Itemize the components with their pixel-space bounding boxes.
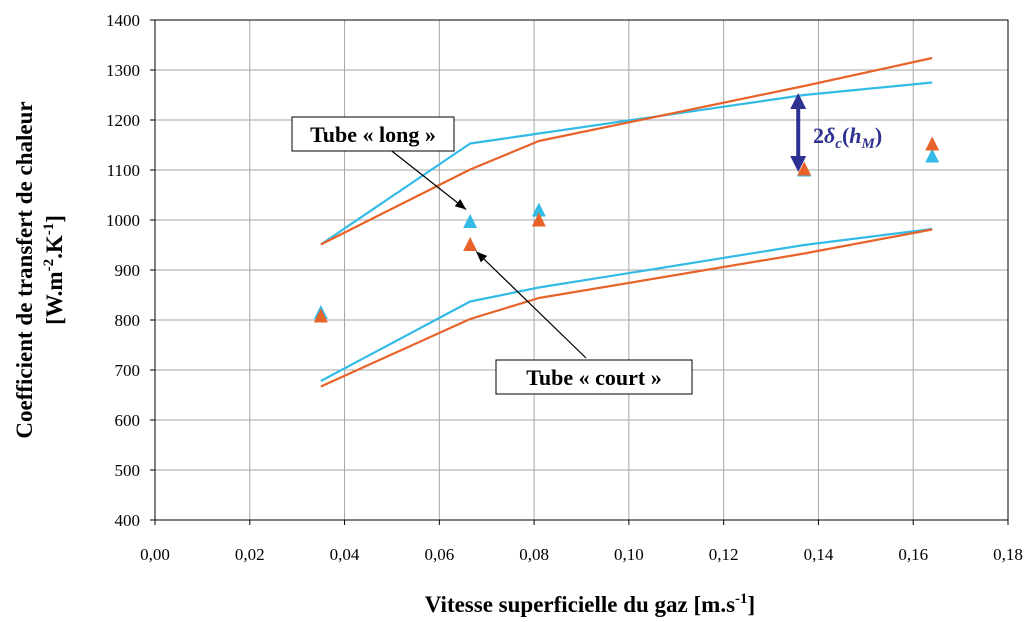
x-tick-label: 0,06 (424, 545, 454, 564)
marker-triangle-orange (531, 212, 546, 227)
marker-triangle-orange (797, 161, 812, 176)
x-axis-title-main: Vitesse superficielle du gaz [m.s (425, 592, 735, 617)
x-tick-label: 0,12 (709, 545, 739, 564)
series-line-blue-2 (320, 227, 933, 382)
annotations: Tube « long » Tube « court » 2δc(hM) (291, 93, 882, 395)
y-tick-label: 1400 (106, 11, 140, 30)
x-tick-label: 0,02 (235, 545, 265, 564)
y-tick-label: 1100 (107, 161, 140, 180)
callout-label-court: Tube « court » (526, 365, 661, 390)
y-tick-label: 500 (115, 461, 141, 480)
marker-triangle-orange (925, 136, 940, 151)
y-tick-label: 600 (115, 411, 141, 430)
y-axis-title-line2: [W.m-2.K-1] (41, 215, 67, 325)
double-arrow (790, 93, 807, 172)
arrowhead-long (454, 199, 467, 210)
marker-triangle-blue (463, 214, 478, 228)
series-group (313, 56, 940, 388)
double-arrow-head-top (790, 93, 807, 109)
callout-box-long (291, 116, 455, 152)
marker-triangle-blue (925, 148, 940, 163)
arrowhead-court (476, 251, 488, 263)
x-tick-label: 0,10 (614, 545, 644, 564)
y-axis-title-part-c: ] (42, 215, 67, 223)
callout-arrow-court (475, 251, 587, 359)
x-tick-label: 0,14 (804, 545, 834, 564)
y-tick-label: 1200 (106, 111, 140, 130)
delta-label: 2δc(hM) (813, 123, 882, 152)
delta-prefix: 2 (813, 123, 824, 148)
delta-sub-m: M (861, 136, 876, 152)
delta-open-paren: ( (842, 123, 849, 148)
x-tick-label: 0,18 (993, 545, 1023, 564)
y-tick-label: 700 (115, 361, 141, 380)
delta-close-paren: ) (875, 123, 882, 148)
y-tick-label: 400 (115, 511, 141, 530)
y-tick-label: 800 (115, 311, 141, 330)
y-axis-title-part-b: .K (42, 235, 67, 259)
y-tick-label: 1300 (106, 61, 140, 80)
callout-arrow-long (387, 147, 467, 210)
x-tick-label: 0,16 (898, 545, 928, 564)
plot-frame (154, 19, 1009, 521)
delta-sub-c: c (835, 136, 842, 152)
series-line-orange-3 (320, 228, 933, 388)
series-line-orange-1 (320, 56, 933, 246)
y-axis-title-sup2: -1 (41, 223, 57, 236)
x-tick-label: 0,04 (330, 545, 360, 564)
y-tick-labels: 400 500 600 700 800 900 1000 1100 1200 1300 1400 (106, 11, 140, 530)
delta-symbol: δ (824, 123, 835, 148)
callout-label-long: Tube « long » (310, 122, 436, 147)
x-axis-title-sup: -1 (735, 591, 748, 607)
callout-box-court (495, 359, 693, 395)
delta-h: h (849, 123, 861, 148)
x-tick-label: 0,00 (140, 545, 170, 564)
marker-triangle-orange (463, 237, 478, 251)
x-axis-title-end: ] (748, 592, 756, 617)
x-tick-labels: 0,00 0,02 0,04 0,06 0,08 0,10 0,12 0,14 0,16 0,18 (140, 545, 1023, 564)
y-tick-label: 1000 (106, 211, 140, 230)
y-axis-title-line1: Coefficient de transfert de chaleur (12, 101, 37, 438)
y-tick-label: 900 (115, 261, 141, 280)
x-axis-title: Vitesse superficielle du gaz [m.s-1] (425, 591, 755, 617)
x-tick-label: 0,08 (519, 545, 549, 564)
y-axis-title-sup1: -2 (41, 259, 57, 272)
marker-triangle-orange (313, 308, 328, 323)
y-axis-title-part-a: [W.m (42, 271, 67, 324)
double-arrow-head-bottom (790, 156, 807, 172)
series-line-blue-0 (320, 81, 933, 246)
marker-triangle-blue (531, 202, 546, 217)
